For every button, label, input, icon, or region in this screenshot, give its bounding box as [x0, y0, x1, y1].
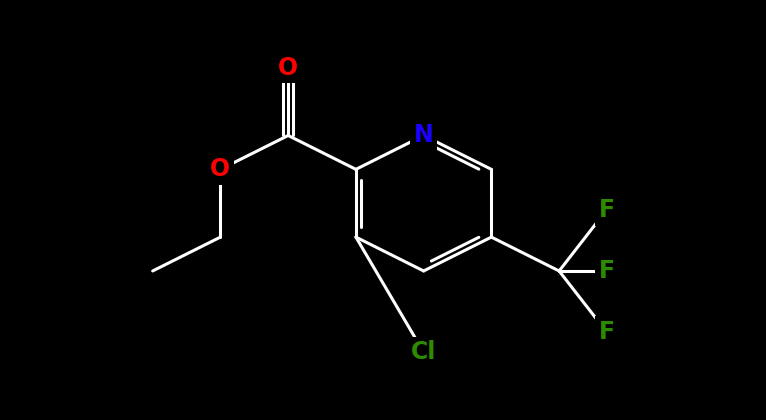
Text: Cl: Cl	[411, 340, 437, 364]
Text: O: O	[278, 56, 298, 80]
Text: F: F	[598, 198, 614, 222]
Text: N: N	[414, 123, 434, 147]
Text: O: O	[211, 158, 231, 181]
Text: F: F	[598, 259, 614, 283]
Text: F: F	[598, 320, 614, 344]
